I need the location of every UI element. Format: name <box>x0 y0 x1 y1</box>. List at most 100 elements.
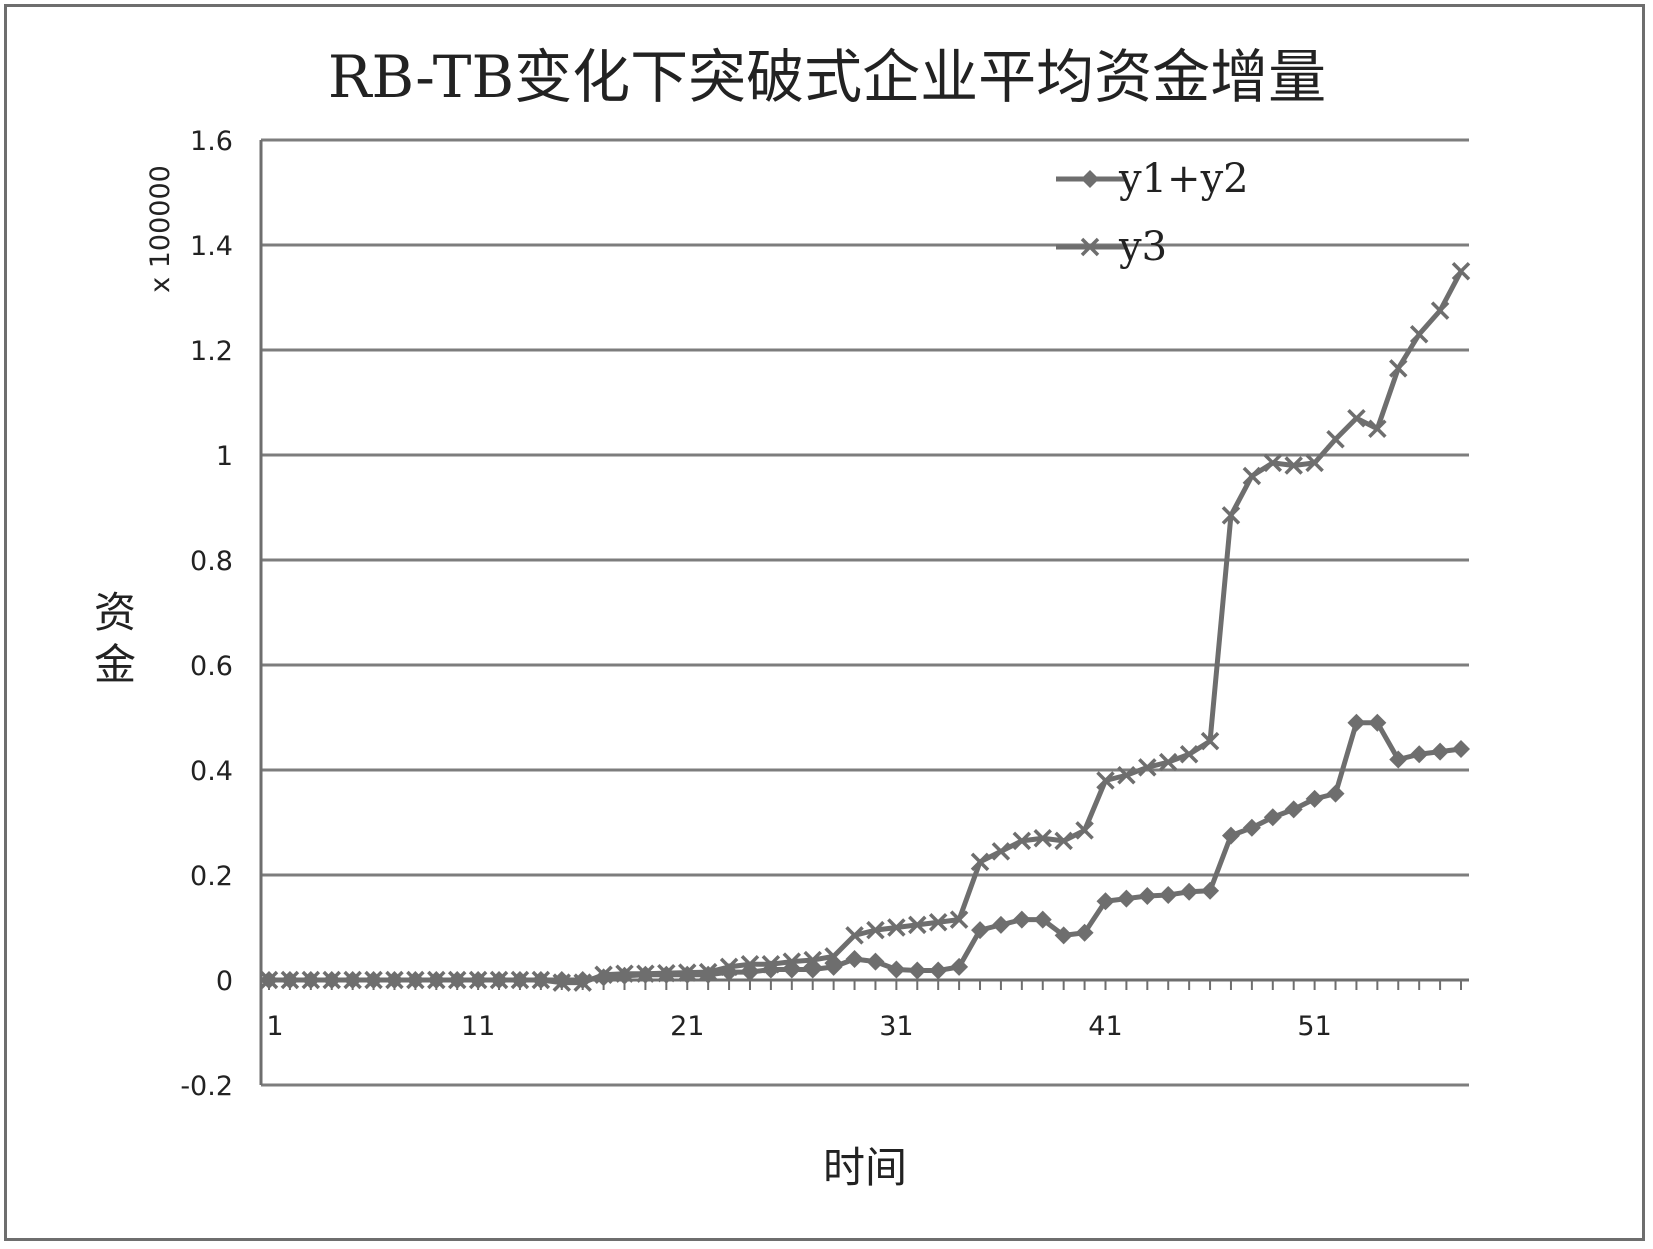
data-point <box>1242 466 1262 486</box>
data-point <box>1158 752 1178 772</box>
data-point <box>866 952 885 971</box>
data-point <box>301 970 321 990</box>
data-point <box>1054 926 1073 945</box>
data-point <box>928 913 948 932</box>
data-point <box>1054 831 1073 851</box>
data-point <box>489 970 509 990</box>
data-point <box>427 970 446 990</box>
data-point <box>929 961 948 980</box>
data-point <box>1138 758 1157 777</box>
data-point <box>1326 784 1345 803</box>
data-point <box>1200 731 1220 751</box>
data-point <box>1179 745 1199 764</box>
data-point <box>259 970 279 990</box>
y-tick-label: 0 <box>216 966 233 997</box>
data-point <box>1431 742 1450 761</box>
series-layer <box>259 262 1471 992</box>
data-point <box>845 926 864 945</box>
data-point <box>1347 409 1366 428</box>
data-point <box>698 962 718 982</box>
series-line <box>269 720 1462 983</box>
data-point <box>1033 910 1052 929</box>
data-point <box>552 973 572 992</box>
legend-label: y3 <box>1118 224 1167 270</box>
data-point <box>950 957 969 976</box>
data-point <box>573 973 592 992</box>
chart-frame: RB-TB变化下突破式企业平均资金增量 x 100000 时间 资 金 -0.2… <box>4 4 1645 1241</box>
data-point <box>761 955 781 974</box>
data-point <box>385 970 404 990</box>
y-tick-label: 0.6 <box>190 651 233 682</box>
data-point <box>971 921 990 940</box>
data-point <box>280 970 300 990</box>
x-tick-label: 51 <box>1297 1011 1331 1042</box>
data-point <box>1368 713 1387 732</box>
chart-title: RB-TB变化下突破式企业平均资金增量 <box>328 43 1326 111</box>
data-point <box>1409 325 1429 344</box>
data-point <box>991 842 1011 861</box>
data-point <box>1221 826 1240 845</box>
data-point <box>1284 456 1303 475</box>
x-tick-label: 1 <box>266 1011 283 1042</box>
data-point <box>1347 713 1366 732</box>
axes: -0.200.20.40.60.811.21.41.61 11 21 31 41 51 <box>180 126 1469 1102</box>
data-point <box>1075 821 1094 840</box>
data-point <box>1117 766 1136 785</box>
data-point <box>908 915 927 935</box>
data-point <box>887 960 906 979</box>
x-axis-label: 时间 <box>823 1143 907 1192</box>
y-tick-label: 0.8 <box>190 546 233 577</box>
y-axis-multiplier: x 100000 <box>145 165 176 293</box>
y-tick-label: 1.6 <box>190 126 233 157</box>
data-point <box>343 970 362 990</box>
data-point <box>531 970 551 990</box>
data-point <box>1263 453 1283 473</box>
data-point <box>1096 892 1115 911</box>
data-point <box>1452 740 1470 758</box>
data-point <box>782 952 802 971</box>
data-point <box>803 960 822 979</box>
data-point <box>1389 750 1408 769</box>
x-tick-label: 31 <box>879 1011 913 1042</box>
data-point <box>1201 881 1220 900</box>
data-point <box>1326 430 1345 449</box>
data-point <box>1012 910 1031 929</box>
x-tick-label: 41 <box>1088 1011 1122 1042</box>
data-point <box>866 920 885 940</box>
data-point <box>887 918 906 937</box>
data-point <box>1117 889 1136 908</box>
data-point <box>447 970 467 990</box>
data-point <box>1451 262 1471 281</box>
data-point <box>1389 359 1408 378</box>
data-point <box>468 970 488 990</box>
data-point <box>845 950 864 968</box>
y-tick-label: 1.4 <box>190 231 233 262</box>
x-tick-label: 21 <box>670 1011 704 1042</box>
data-point <box>991 915 1010 934</box>
data-point <box>740 955 760 974</box>
series-2 <box>259 262 1471 992</box>
line-chart: RB-TB变化下突破式企业平均资金增量 x 100000 时间 资 金 -0.2… <box>94 43 1471 1192</box>
y-tick-label: 0.2 <box>190 861 233 892</box>
data-point <box>1075 923 1094 942</box>
data-point <box>1430 301 1450 320</box>
legend: y1+y2 y3 <box>1056 156 1249 270</box>
legend-marker <box>1081 170 1099 188</box>
data-point <box>678 963 697 982</box>
y-tick-label: 0.4 <box>190 756 233 787</box>
data-point <box>1180 882 1199 901</box>
x-tick-label: 11 <box>461 1011 495 1042</box>
data-point <box>970 852 990 872</box>
data-point <box>1138 887 1157 905</box>
data-point <box>1096 771 1115 790</box>
y-tick-label: -0.2 <box>180 1071 233 1102</box>
data-point <box>510 970 530 990</box>
data-point <box>657 963 676 983</box>
data-point <box>1410 745 1429 764</box>
data-point <box>1305 789 1324 808</box>
data-point <box>949 910 969 929</box>
data-point <box>719 957 739 977</box>
data-point <box>1263 808 1282 827</box>
y-tick-label: 1 <box>216 441 233 472</box>
data-point <box>1033 829 1052 848</box>
